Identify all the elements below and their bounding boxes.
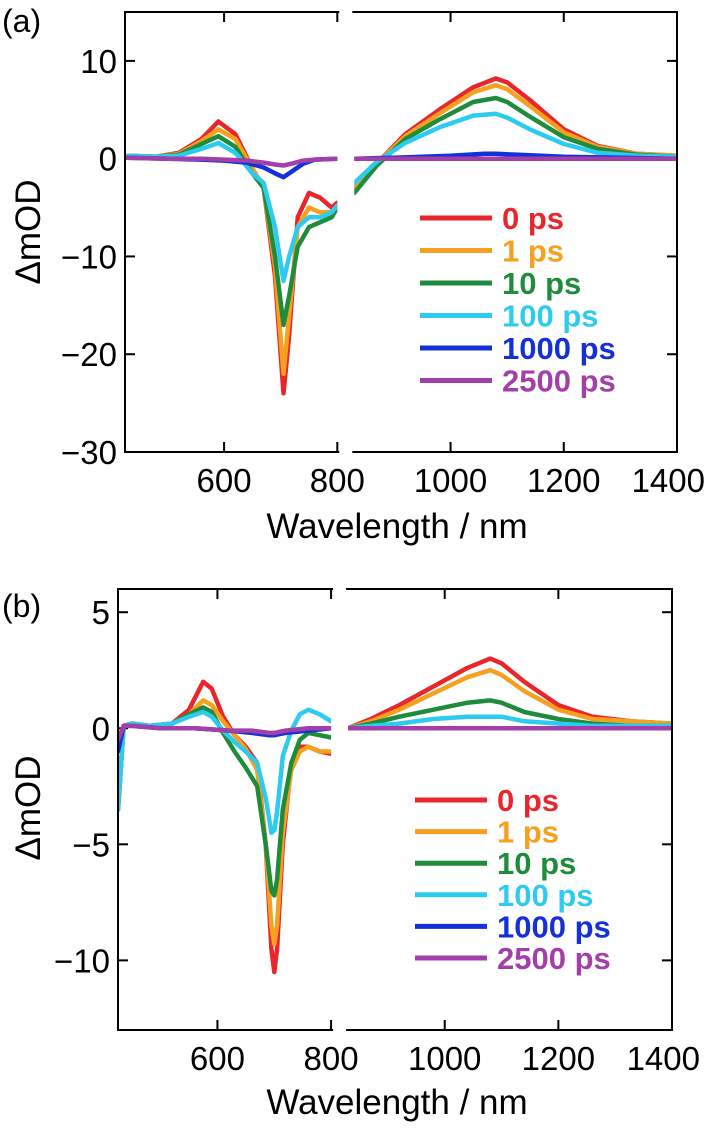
panel-b-xtick-label: 1200 <box>522 1040 595 1077</box>
panel-b-legend-label: 10 ps <box>497 846 576 881</box>
panel-a-series-100ps-line <box>354 111 677 186</box>
panel-b-axis-break-top <box>333 586 347 592</box>
panel-b-ytick-label: −5 <box>72 826 110 863</box>
panel-a-ytick-label: 10 <box>80 43 117 80</box>
panel-a-legend-label: 1 ps <box>502 234 564 269</box>
panel-a-ytick-label: −20 <box>61 336 117 373</box>
panel-b: (b) 600 800 1000 1200 1400−10−505 0 ps1 ps10… <box>2 586 700 1122</box>
panel-a-series-2500ps-line <box>125 155 338 168</box>
panel-a-xlabel: Wavelength / nm <box>266 507 527 546</box>
panel-b-legend-label: 1000 ps <box>497 909 611 944</box>
panel-a-series-10ps-line <box>125 133 338 328</box>
panel-b-ytick-label: 0 <box>92 710 110 747</box>
panel-a-series-1ps-line <box>125 127 338 377</box>
panel-b-ylabel: ΔmOD <box>9 755 48 860</box>
panel-a-ytick-label: −30 <box>61 434 117 471</box>
panel-b-series-10ps-line <box>118 705 332 898</box>
panel-a-axis-break-top <box>339 9 353 15</box>
panel-label-a: (a) <box>2 3 41 39</box>
panel-b-series-1ps-line <box>348 667 672 731</box>
panel-a-series-100ps-line <box>125 140 338 284</box>
panel-b-legend-label: 2500 ps <box>497 941 611 976</box>
panel-a-ytick-label: 0 <box>99 141 117 178</box>
panel-b-legend-label: 0 ps <box>497 783 559 818</box>
panel-b-ytick-label: −10 <box>54 942 110 979</box>
panel-b-legend-label: 1 ps <box>497 815 559 850</box>
panel-a-legend-label: 0 ps <box>502 201 564 236</box>
panel-a-legend-label: 100 ps <box>502 299 599 334</box>
panel-a-legend-label: 2500 ps <box>502 364 616 399</box>
panel-b-xtick-label: 1000 <box>408 1040 481 1077</box>
panel-label-b: (b) <box>2 588 41 624</box>
panel-a-xtick-label: 1400 <box>632 462 705 499</box>
panel-b-axis-break-bottom <box>333 1027 347 1033</box>
panel-b-frame <box>117 588 673 1031</box>
panel-a-series-1ps-line <box>354 83 677 191</box>
panel-a-frame <box>124 11 678 453</box>
panel-b-legend-label: 100 ps <box>497 878 594 913</box>
panel-a-ticks: 600 800 1000 1200 1400 −30 −20 −10 0 10 <box>61 12 705 499</box>
panel-b-xtick-label: 600 <box>190 1040 245 1077</box>
panel-b-plot-area <box>117 586 673 1033</box>
panel-b-ytick-label: 5 <box>92 594 110 631</box>
panel-a-xtick-label: 1000 <box>414 462 487 499</box>
panel-b-series-2500ps-line <box>118 723 332 743</box>
panel-a-xtick-label: 600 <box>197 462 252 499</box>
panel-b-xtick-label: 1400 <box>627 1040 700 1077</box>
panel-b-xlabel: Wavelength / nm <box>266 1083 527 1122</box>
panel-a-xtick-label: 1200 <box>527 462 600 499</box>
panel-b-series-100ps-line <box>348 714 672 731</box>
panel-a-plot-area <box>124 9 678 455</box>
panel-b-series-100ps-line <box>118 707 332 835</box>
panel-a-xtick-label: 800 <box>310 462 365 499</box>
panel-b-ticks: 600 800 1000 1200 1400 −10 −5 0 5 <box>54 589 700 1077</box>
panel-a-axis-break-bottom <box>339 449 353 455</box>
panel-a-legend-label: 10 ps <box>502 266 581 301</box>
panel-a-legend-label: 1000 ps <box>502 331 616 366</box>
panel-a-ylabel: ΔmOD <box>9 179 48 284</box>
panel-b-xtick-label: 800 <box>304 1040 359 1077</box>
panel-a-ytick-label: −10 <box>61 238 117 275</box>
